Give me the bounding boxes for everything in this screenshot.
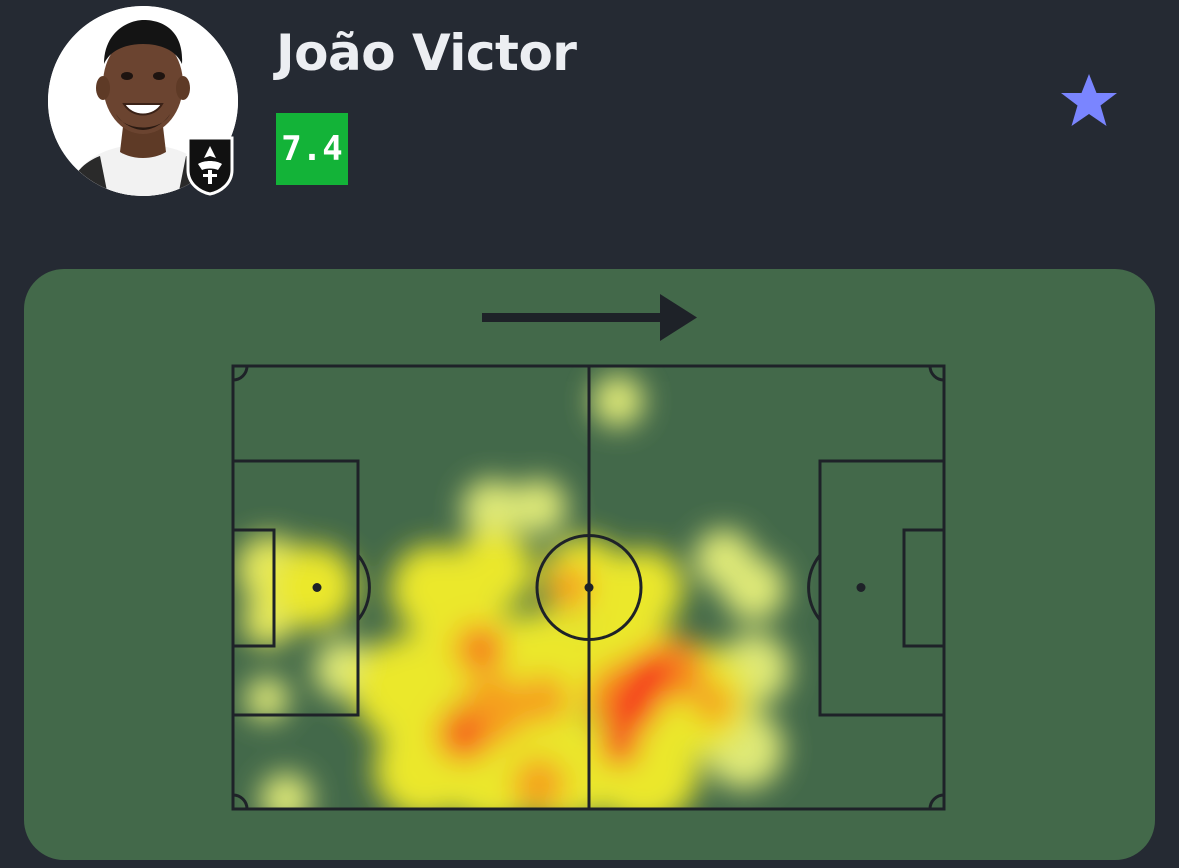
player-name: João Victor (276, 24, 577, 82)
club-crest-icon (186, 136, 234, 196)
star-icon[interactable] (1058, 72, 1120, 130)
player-avatar (48, 6, 238, 196)
rating-badge: 7.4 (276, 113, 348, 185)
player-header: João Victor 7.4 (0, 0, 1179, 240)
heatmap-card (24, 269, 1155, 860)
pitch-lines (231, 364, 946, 811)
heatmap-overlay (236, 375, 790, 809)
arrow-right-icon (482, 294, 697, 341)
pitch-spots (312, 583, 866, 592)
heatmap-pitch (231, 294, 946, 811)
player-photo (48, 6, 238, 196)
